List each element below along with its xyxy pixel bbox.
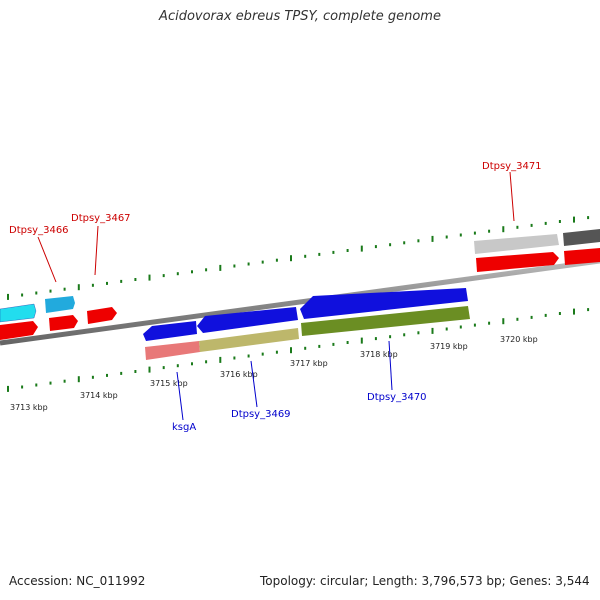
gene-arrow-red[interactable] <box>0 321 38 340</box>
tick-label: 3713 kbp <box>10 403 48 412</box>
leader-line <box>388 340 393 391</box>
gene-arrow-red-3471[interactable] <box>476 252 559 272</box>
leader-line <box>509 171 515 222</box>
gene-label[interactable]: Dtpsy_3466 <box>9 225 69 236</box>
tick-label: 3720 kbp <box>500 335 538 344</box>
gene-arrow-blue-3469[interactable] <box>197 307 298 333</box>
gene-arrow-blue-ksga[interactable] <box>143 321 197 341</box>
gene-label[interactable]: Dtpsy_3470 <box>367 392 427 403</box>
leader-line <box>250 360 258 408</box>
gene-label[interactable]: ksgA <box>172 422 196 433</box>
gene-arrow-skyblue[interactable] <box>45 296 75 313</box>
leader-line <box>37 236 57 283</box>
gene-bar-khaki[interactable] <box>199 328 299 352</box>
gene-arrow-darkgray[interactable] <box>563 229 600 246</box>
gene-bar-olive[interactable] <box>301 306 470 336</box>
gene-arrow-blue-3470[interactable] <box>300 288 468 319</box>
leader-line <box>176 371 184 421</box>
gene-arrow-lightgray-3471[interactable] <box>474 234 559 254</box>
gene-arrow-red-2[interactable] <box>564 248 600 265</box>
leader-line <box>94 225 99 276</box>
gene-label[interactable]: Dtpsy_3471 <box>482 161 542 172</box>
gene-bar-pink[interactable] <box>145 341 200 360</box>
genome-summary-text: Topology: circular; Length: 3,796,573 bp… <box>260 574 590 588</box>
tick-label: 3718 kbp <box>360 350 398 359</box>
gene-label[interactable]: Dtpsy_3467 <box>71 213 131 224</box>
genome-backbone <box>0 258 600 346</box>
gene-label[interactable]: Dtpsy_3469 <box>231 409 291 420</box>
gene-arrow-red-3467[interactable] <box>87 307 117 324</box>
tick-label: 3719 kbp <box>430 342 468 351</box>
gene-arrow-cyan[interactable] <box>0 303 37 323</box>
map-title: Acidovorax ebreus TPSY, complete genome <box>159 9 441 24</box>
tick-label: 3715 kbp <box>150 379 188 388</box>
tick-label: 3717 kbp <box>290 359 328 368</box>
tick-label: 3716 kbp <box>220 370 258 379</box>
outer-tick-ring <box>7 216 590 300</box>
tick-label: 3714 kbp <box>80 391 118 400</box>
accession-text: Accession: NC_011992 <box>9 574 146 588</box>
gene-arrow-red-3466[interactable] <box>49 315 78 331</box>
inner-tick-ring <box>7 308 590 392</box>
